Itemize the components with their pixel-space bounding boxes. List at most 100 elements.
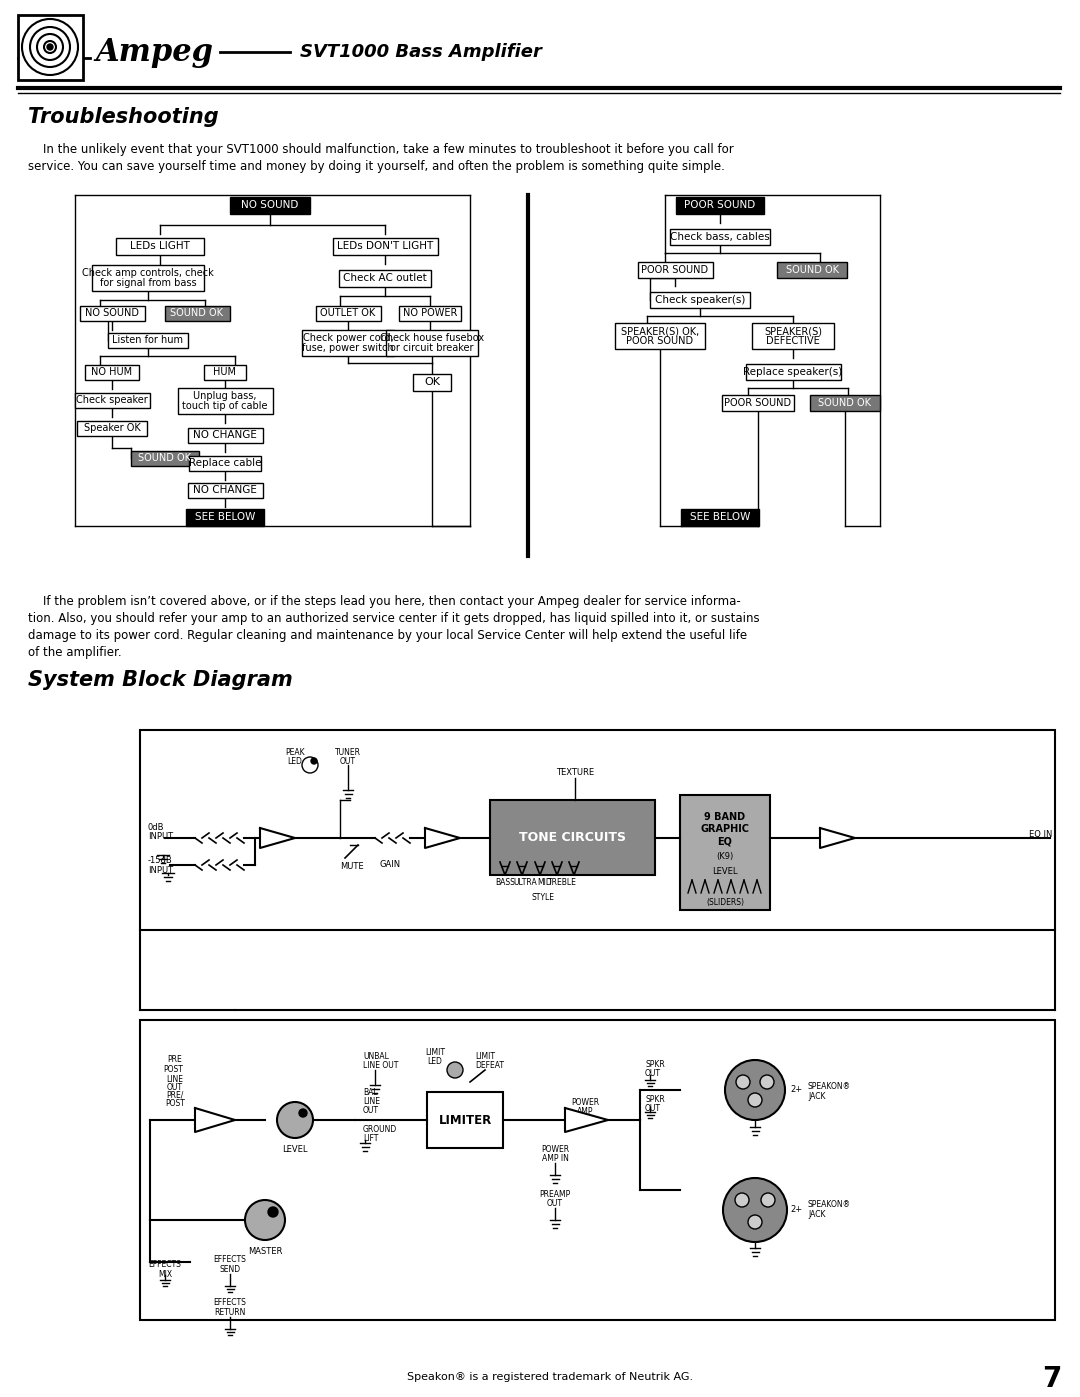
Text: STYLE: STYLE xyxy=(531,893,554,902)
Text: GRAPHIC: GRAPHIC xyxy=(701,824,750,834)
Text: MIX: MIX xyxy=(158,1270,172,1280)
Circle shape xyxy=(302,757,318,773)
Circle shape xyxy=(760,1076,774,1090)
Bar xyxy=(637,263,713,278)
Text: LEDs LIGHT: LEDs LIGHT xyxy=(130,242,190,251)
Text: System Block Diagram: System Block Diagram xyxy=(28,671,293,690)
Bar xyxy=(386,330,478,356)
Text: DEFEAT: DEFEAT xyxy=(475,1060,504,1070)
Circle shape xyxy=(276,1102,313,1139)
Polygon shape xyxy=(426,828,460,848)
Text: tion. Also, you should refer your amp to an authorized service center if it gets: tion. Also, you should refer your amp to… xyxy=(28,612,759,624)
Bar xyxy=(777,263,847,278)
Text: POOR SOUND: POOR SOUND xyxy=(642,265,708,275)
Bar xyxy=(177,388,272,414)
Text: OUT: OUT xyxy=(363,1106,379,1115)
Bar xyxy=(681,509,759,525)
Text: fuse, power switch: fuse, power switch xyxy=(302,342,394,352)
Text: Check amp controls, check: Check amp controls, check xyxy=(82,268,214,278)
Text: SPKR: SPKR xyxy=(645,1060,665,1069)
Polygon shape xyxy=(260,828,295,848)
Bar xyxy=(339,270,431,286)
Text: Check bass, cables: Check bass, cables xyxy=(670,232,770,242)
Text: POST: POST xyxy=(163,1065,183,1074)
Text: AMP: AMP xyxy=(577,1106,593,1116)
Text: Check AC outlet: Check AC outlet xyxy=(343,272,427,284)
Text: GROUND: GROUND xyxy=(363,1125,397,1134)
Text: RETURN: RETURN xyxy=(214,1308,245,1317)
Text: touch tip of cable: touch tip of cable xyxy=(183,401,268,411)
Text: LIMIT: LIMIT xyxy=(475,1052,495,1060)
Text: Replace speaker(s): Replace speaker(s) xyxy=(743,367,842,377)
Text: BAL: BAL xyxy=(363,1088,378,1097)
Bar xyxy=(108,332,188,348)
Text: EFFECTS: EFFECTS xyxy=(214,1298,246,1308)
Polygon shape xyxy=(195,1108,235,1132)
Bar xyxy=(315,306,380,320)
Text: POST: POST xyxy=(165,1099,185,1108)
Text: 9 BAND: 9 BAND xyxy=(704,812,745,821)
Text: OUT: OUT xyxy=(167,1083,183,1092)
Text: EFFECTS: EFFECTS xyxy=(214,1255,246,1264)
Bar xyxy=(745,365,840,380)
Text: or circuit breaker: or circuit breaker xyxy=(390,342,474,352)
Bar xyxy=(752,323,834,349)
Bar xyxy=(427,1092,503,1148)
Bar xyxy=(670,229,770,244)
Text: LEVEL: LEVEL xyxy=(712,866,738,876)
Bar xyxy=(80,306,145,320)
Circle shape xyxy=(748,1092,762,1106)
Text: EQ IN: EQ IN xyxy=(1028,830,1052,840)
Circle shape xyxy=(311,759,318,764)
Text: OUT: OUT xyxy=(340,757,356,766)
Text: OK: OK xyxy=(424,377,440,387)
Circle shape xyxy=(299,1109,307,1118)
Circle shape xyxy=(725,1060,785,1120)
Text: LEVEL: LEVEL xyxy=(282,1146,308,1154)
Text: SOUND OK: SOUND OK xyxy=(171,307,224,319)
Text: SPKR: SPKR xyxy=(645,1095,665,1104)
Text: PREAMP: PREAMP xyxy=(539,1190,570,1199)
Bar xyxy=(189,455,261,471)
Text: (SLIDERS): (SLIDERS) xyxy=(706,897,744,907)
Text: POOR SOUND: POOR SOUND xyxy=(685,200,756,210)
Text: PEAK: PEAK xyxy=(285,747,305,757)
Text: TREBLE: TREBLE xyxy=(548,877,577,887)
Circle shape xyxy=(748,1215,762,1229)
Circle shape xyxy=(761,1193,775,1207)
Text: 2+: 2+ xyxy=(789,1206,802,1214)
Text: GAIN: GAIN xyxy=(379,861,401,869)
Text: LIMIT: LIMIT xyxy=(426,1048,445,1058)
Text: damage to its power cord. Regular cleaning and maintenance by your local Service: damage to its power cord. Regular cleani… xyxy=(28,629,747,643)
Bar xyxy=(140,1020,1055,1320)
Bar xyxy=(140,731,1055,930)
Text: Replace cable: Replace cable xyxy=(189,458,261,468)
Bar xyxy=(676,197,764,214)
Text: EFFECTS: EFFECTS xyxy=(149,1260,181,1268)
Text: SEE BELOW: SEE BELOW xyxy=(194,511,255,522)
Bar xyxy=(399,306,461,320)
Text: POOR SOUND: POOR SOUND xyxy=(725,398,792,408)
Bar xyxy=(723,395,794,411)
Text: OUT: OUT xyxy=(645,1069,661,1078)
Circle shape xyxy=(735,1076,750,1090)
Text: SPEAKER(S): SPEAKER(S) xyxy=(764,327,822,337)
Text: OUTLET OK: OUTLET OK xyxy=(321,307,376,319)
Text: Ampeg: Ampeg xyxy=(95,36,213,67)
Text: SPEAKON®: SPEAKON® xyxy=(808,1200,851,1208)
Text: NO SOUND: NO SOUND xyxy=(241,200,299,210)
Text: NO CHANGE: NO CHANGE xyxy=(193,430,257,440)
Circle shape xyxy=(735,1193,750,1207)
Text: of the amplifier.: of the amplifier. xyxy=(28,645,122,659)
Text: SEND: SEND xyxy=(219,1266,241,1274)
Text: INPUT: INPUT xyxy=(148,866,173,875)
Text: PRE: PRE xyxy=(167,1055,183,1065)
Text: LED: LED xyxy=(428,1058,443,1066)
Bar xyxy=(188,482,262,497)
Text: MID: MID xyxy=(538,877,552,887)
Bar xyxy=(810,395,880,411)
Text: SOUND OK: SOUND OK xyxy=(138,453,191,462)
Text: Listen for hum: Listen for hum xyxy=(112,335,184,345)
Bar xyxy=(615,323,705,349)
Text: Check house fusebox: Check house fusebox xyxy=(380,334,484,344)
